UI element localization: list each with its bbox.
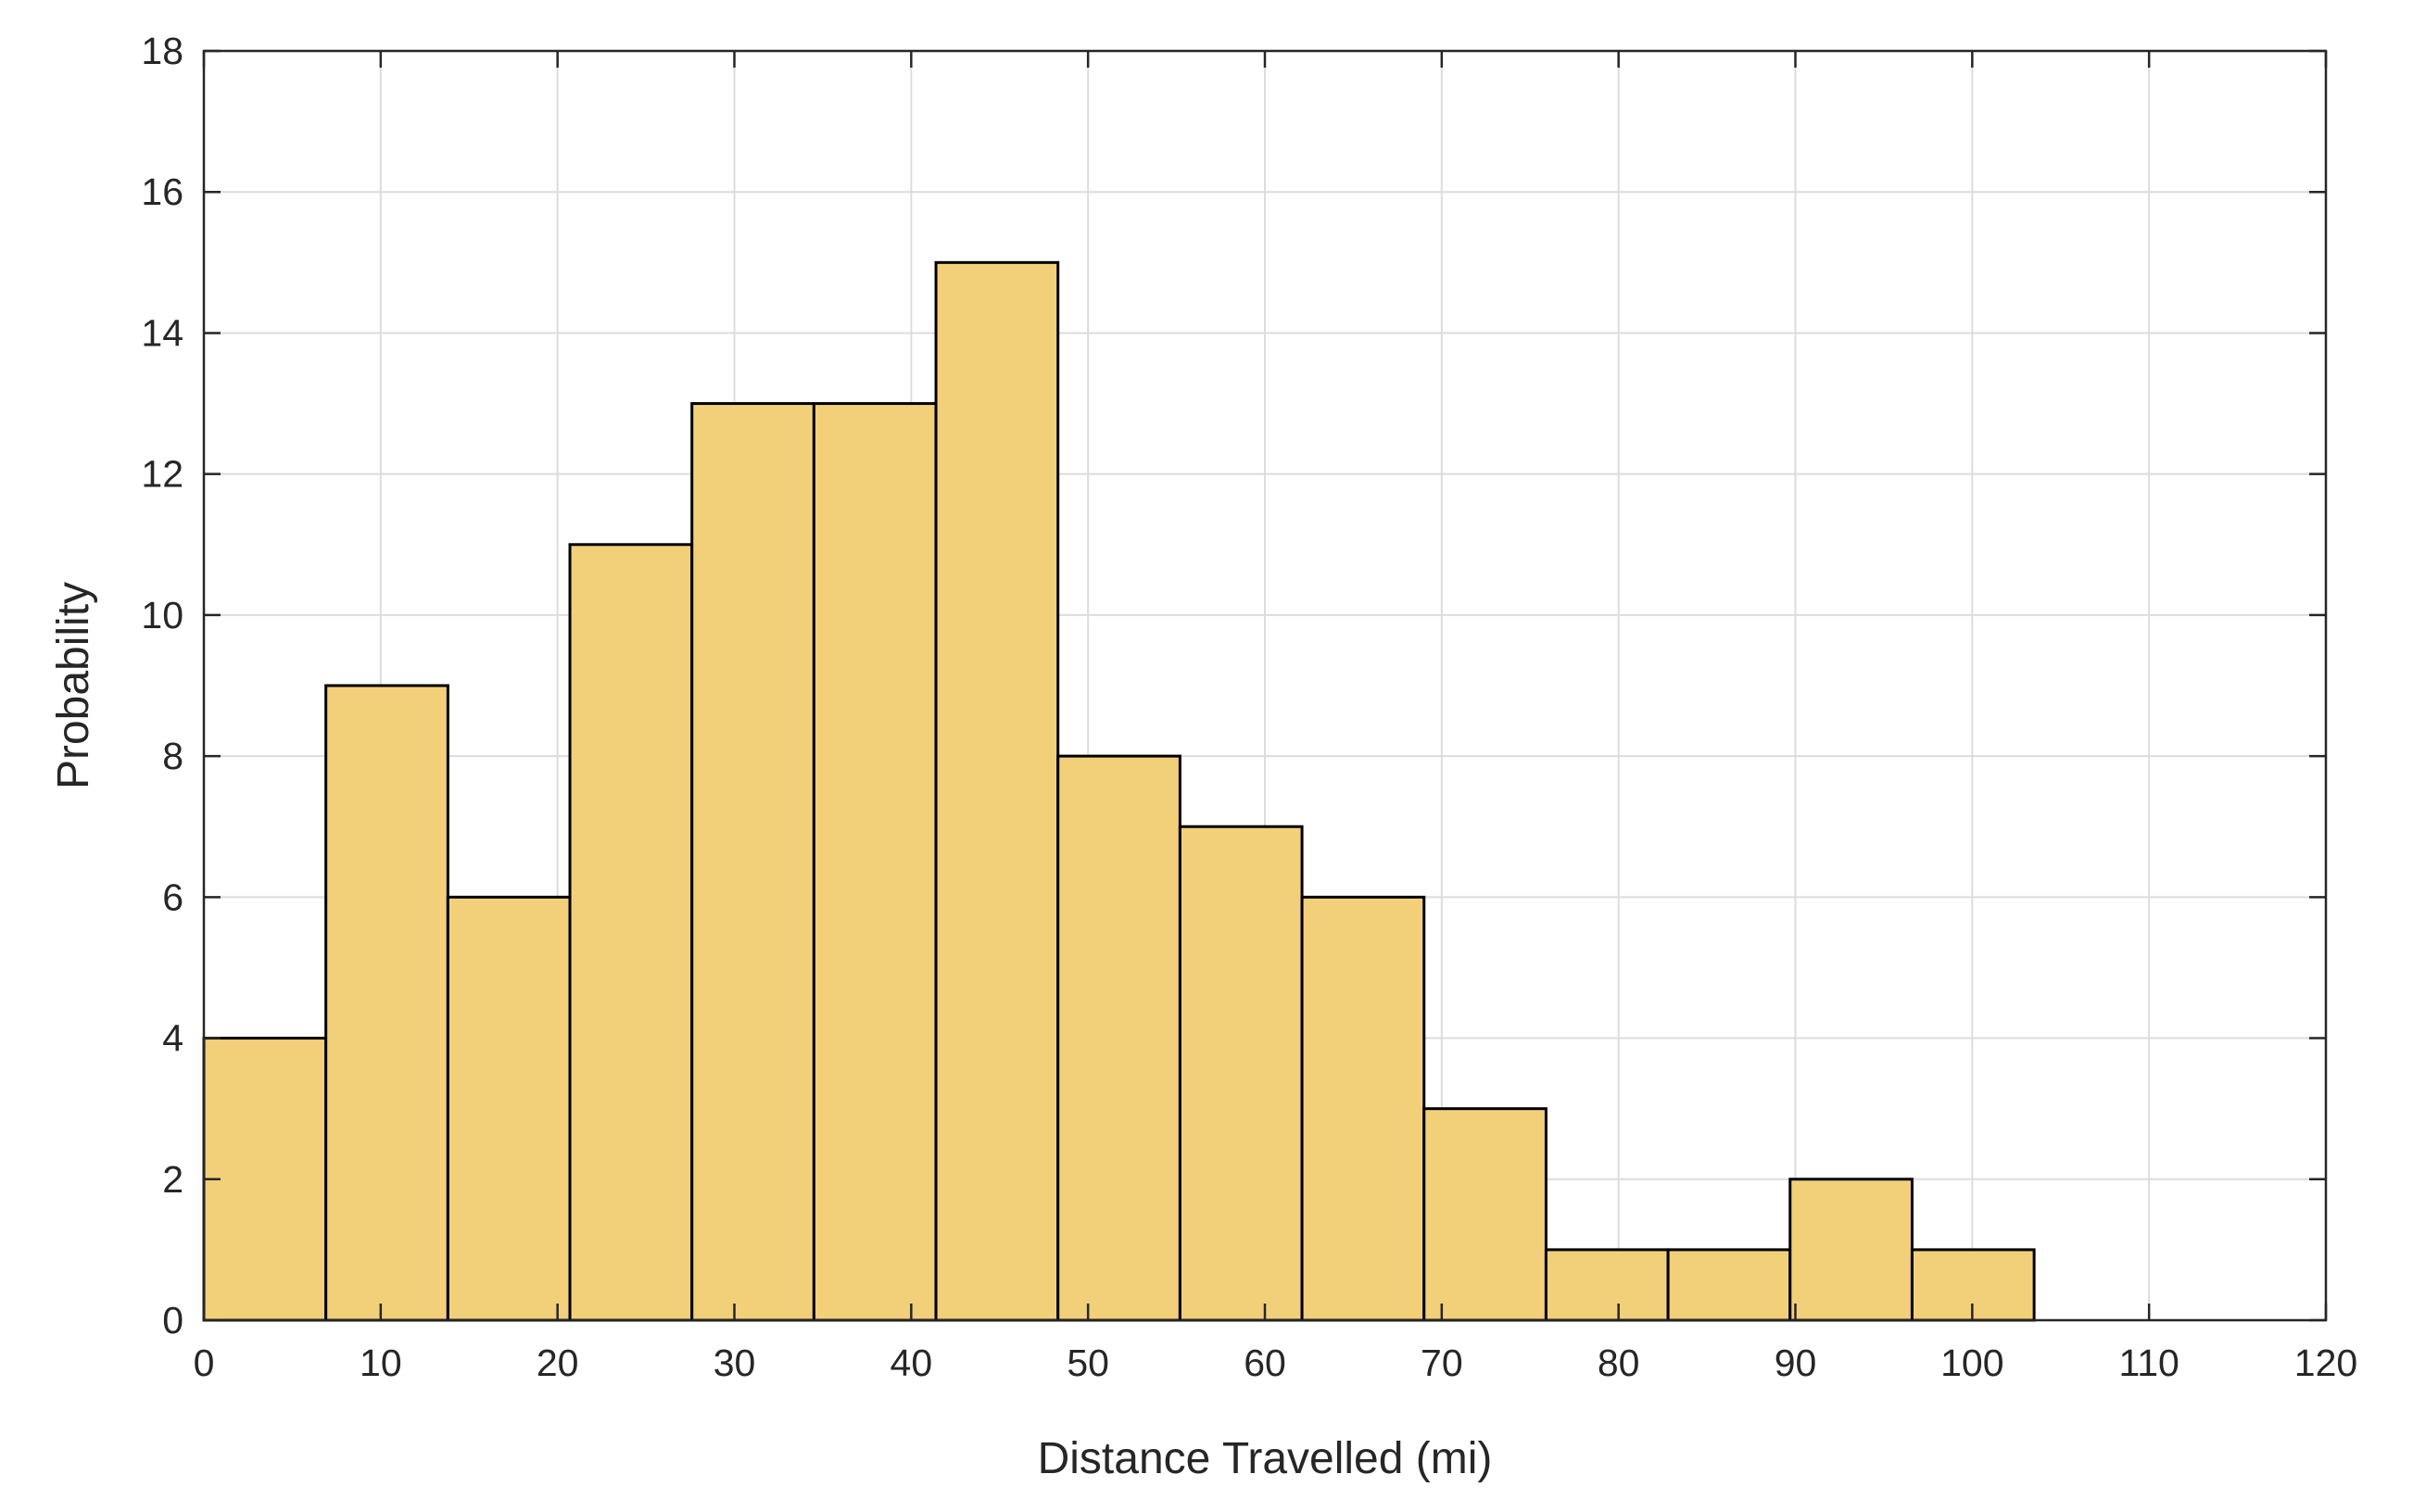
histogram-bar (690, 402, 815, 1322)
y-tick-label: 10 (141, 594, 183, 636)
x-tick-label: 70 (1421, 1342, 1463, 1384)
histogram-bar (202, 1037, 328, 1322)
histogram-bar (324, 684, 449, 1322)
x-tick-labels: 0 10 20 30 40 50 60 70 80 90 100 110 120 (194, 1342, 2358, 1384)
histogram-bar (934, 260, 1060, 1322)
histogram-bar (1910, 1248, 2036, 1322)
y-tick-labels: 0 2 4 6 8 10 12 14 16 18 (141, 30, 183, 1342)
x-tick-label: 100 (1940, 1342, 2003, 1384)
histogram-bar (568, 543, 694, 1322)
histogram-bar (1422, 1107, 1548, 1322)
x-tick-label: 120 (2294, 1342, 2357, 1384)
y-tick-label: 0 (162, 1299, 183, 1342)
axis-ticks (202, 49, 2328, 1322)
y-tick-label: 16 (141, 170, 183, 213)
y-axis-label: Probability (49, 582, 98, 789)
histogram-bar (1178, 825, 1304, 1322)
x-tick-label: 80 (1598, 1342, 1640, 1384)
histogram-bar (812, 402, 938, 1322)
histogram-bar (1666, 1248, 1792, 1322)
y-tick-label: 8 (162, 735, 183, 777)
histogram-bar (1544, 1248, 1670, 1322)
x-tick-label: 60 (1244, 1342, 1286, 1384)
histogram-bar (446, 895, 572, 1322)
y-tick-label: 2 (162, 1158, 183, 1201)
x-tick-label: 30 (714, 1342, 756, 1384)
x-tick-label: 40 (891, 1342, 933, 1384)
x-tick-label: 50 (1067, 1342, 1109, 1384)
x-tick-label: 10 (360, 1342, 402, 1384)
histogram-bars (202, 260, 2036, 1322)
histogram-bar (1300, 895, 1426, 1322)
y-tick-label: 12 (141, 453, 183, 496)
x-tick-label: 20 (537, 1342, 579, 1384)
y-tick-label: 18 (141, 30, 183, 72)
x-tick-label: 90 (1775, 1342, 1817, 1384)
x-tick-label: 110 (2118, 1342, 2179, 1384)
y-tick-label: 4 (162, 1017, 183, 1060)
histogram-bar (1788, 1178, 1914, 1322)
histogram-bar (1056, 754, 1181, 1322)
x-tick-label: 0 (194, 1342, 215, 1384)
y-tick-label: 6 (162, 876, 183, 918)
y-tick-label: 14 (141, 311, 183, 354)
x-axis-label: Distance Travelled (mi) (1038, 1434, 1493, 1483)
